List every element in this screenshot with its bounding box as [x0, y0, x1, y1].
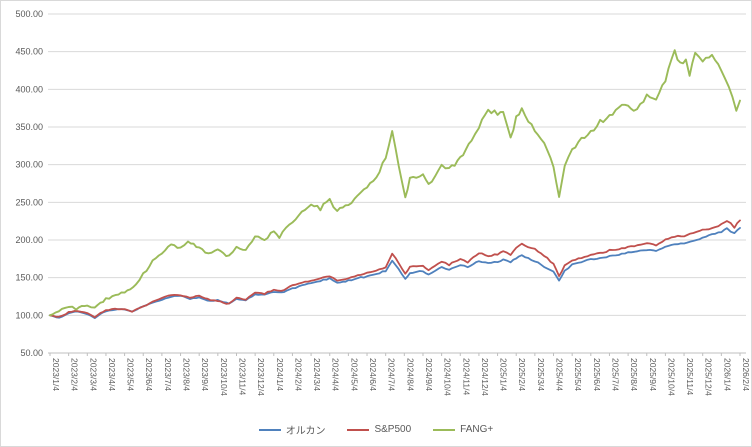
x-axis-label: 2024/5/4	[349, 358, 359, 391]
x-axis-label: 2024/9/4	[424, 358, 434, 391]
legend-line-fang-icon	[433, 428, 456, 431]
x-axis-label: 2024/10/4	[443, 358, 453, 396]
legend: オルカン S&P500 FANG+	[1, 422, 751, 437]
y-axis-label: 100.00	[15, 310, 43, 320]
x-axis-label: 2025/8/4	[629, 358, 639, 391]
x-axis-label: 2025/3/4	[536, 358, 546, 391]
x-axis-label: 2025/12/4	[704, 358, 714, 396]
y-axis-label: 200.00	[15, 235, 43, 245]
legend-line-sp500-icon	[347, 428, 370, 431]
x-axis-label: 2024/3/4	[312, 358, 322, 391]
x-axis-label: 2024/7/4	[387, 358, 397, 391]
y-axis-label: 350.00	[15, 122, 43, 132]
y-axis-label: 450.00	[15, 47, 43, 57]
x-axis-label: 2025/7/4	[610, 358, 620, 391]
x-axis-label: 2025/2/4	[517, 358, 527, 391]
x-axis-label: 2025/4/4	[555, 358, 565, 391]
x-axis-label: 2026/1/4	[722, 358, 732, 391]
x-axis-label: 2023/5/4	[126, 358, 136, 391]
x-axis-label: 2023/7/4	[163, 358, 173, 391]
x-axis-label: 2025/1/4	[499, 358, 509, 391]
x-axis-label: 2023/6/4	[144, 358, 154, 391]
series-line-sp500	[49, 219, 741, 319]
x-axis-label: 2024/11/4	[461, 358, 471, 395]
x-axis-label: 2024/12/4	[480, 358, 490, 396]
legend-label-orukan: オルカン	[285, 426, 326, 437]
x-axis-label: 2025/9/4	[648, 358, 658, 391]
x-axis-label: 2023/9/4	[200, 358, 210, 391]
x-axis-label: 2025/10/4	[666, 358, 676, 396]
y-axis-label: 150.00	[15, 273, 43, 283]
legend-item-orukan: オルカン	[258, 422, 326, 437]
x-axis-label: 2024/8/4	[405, 358, 415, 391]
y-axis-label: 400.00	[15, 84, 43, 94]
legend-item-fang: FANG+	[433, 424, 493, 435]
series-line-orukan	[49, 227, 741, 319]
x-axis-label: 2025/5/4	[573, 358, 583, 391]
x-axis-label: 2025/11/4	[685, 358, 695, 395]
legend-label-sp500: S&P500	[374, 424, 412, 435]
x-axis-label: 2023/4/4	[107, 358, 117, 391]
x-axis-label: 2023/1/4	[51, 358, 61, 391]
y-axis-label: 500.00	[15, 9, 43, 19]
y-axis-label: 250.00	[15, 197, 43, 207]
x-axis-label: 2023/11/4	[237, 358, 247, 395]
legend-label-fang: FANG+	[460, 424, 494, 435]
y-axis-label: 300.00	[15, 160, 43, 170]
x-axis-label: 2024/2/4	[293, 358, 303, 391]
x-axis-label: 2023/3/4	[88, 358, 98, 391]
legend-item-sp500: S&P500	[347, 424, 411, 435]
x-axis-label: 2024/6/4	[368, 358, 378, 391]
legend-line-orukan-icon	[258, 428, 281, 431]
y-axis-label: 50.00	[20, 348, 43, 358]
x-axis-label: 2024/1/4	[275, 358, 285, 391]
x-axis-label: 2024/4/4	[331, 358, 341, 391]
x-axis-label: 2023/8/4	[182, 358, 192, 391]
x-axis-label: 2025/6/4	[592, 358, 602, 391]
x-axis-label: 2023/12/4	[256, 358, 266, 396]
x-axis-label: 2026/2/4	[741, 358, 751, 391]
x-axis-label: 2023/2/4	[70, 358, 80, 391]
x-axis-label: 2023/10/4	[219, 358, 229, 396]
series-line-fang	[49, 49, 741, 317]
